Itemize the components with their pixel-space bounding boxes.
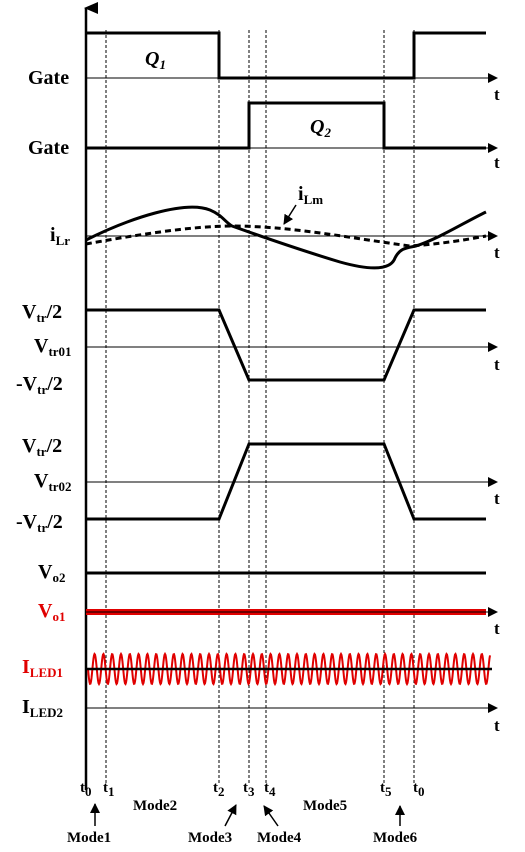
mode1-label: Mode1 [67,830,111,846]
neg-vtr-half-label-1: -Vtr/2 [16,373,63,397]
time-axis-labels: t t t t t t t [494,85,500,735]
ilm-label: iLm [298,183,323,207]
t-label-5: t [494,489,500,508]
gate2-label: Gate [28,137,69,159]
ilr-label: iLr [50,224,70,248]
iled1-waveform [86,651,492,687]
t-label-1: t [494,85,500,104]
gate1-waveform [86,31,486,80]
vo1-label: Vo1 [38,600,65,624]
vtr-half-label-2: Vtr/2 [22,435,62,459]
mode3-label: Mode3 [188,830,232,846]
q2-label: Q2 [310,116,331,140]
ilm-waveform [85,224,487,248]
iled1-label: ILED1 [22,656,63,680]
iled1-ripple [87,651,491,687]
time-markers [105,30,415,785]
neg-vtr-half-label-2: -Vtr/2 [16,511,63,535]
tick-t2: t2 [213,780,225,799]
vtr02-waveform [86,442,486,521]
vtr01-waveform [86,308,486,382]
mode4-label: Mode4 [257,830,302,846]
tick-t1: t1 [103,780,115,799]
mode2-label: Mode2 [133,798,177,814]
time-ticks: t0 t1 t2 t3 t4 t5 t0 [80,780,425,799]
vtr02-label: Vtr02 [34,470,72,494]
t-label-6: t [494,619,500,638]
mode4-arrow [263,805,279,827]
tick-t3: t3 [243,780,255,799]
ilr-waveform [85,205,487,270]
t-label-3: t [494,243,500,262]
t-label-4: t [494,355,500,374]
vtr-half-label-1: Vtr/2 [22,301,62,325]
vtr01-label: Vtr01 [34,335,72,359]
vo2-label: Vo2 [38,561,65,585]
t-label-7: t [494,716,500,735]
mode3-arrow [224,804,237,827]
signal-labels: Gate Gate Q1 Q2 iLr iLm Vtr/2 Vtr01 -Vtr… [16,48,331,720]
gate2-waveform [86,101,486,150]
mode-annotations: Mode2 Mode5 Mode1 Mode3 Mode4 Mode6 [67,798,418,846]
mode5-label: Mode5 [303,798,347,814]
tick-t0a: t0 [80,780,92,799]
q1-label: Q1 [145,48,166,72]
iled2-label: ILED2 [22,696,63,720]
t-label-2: t [494,153,500,172]
ilm-pointer [283,204,297,225]
tick-t0b: t0 [413,780,425,799]
waveforms [85,31,487,575]
tick-t5: t5 [380,780,392,799]
gate1-label: Gate [28,67,69,89]
mode6-label: Mode6 [373,830,418,846]
tick-t4: t4 [264,780,276,799]
